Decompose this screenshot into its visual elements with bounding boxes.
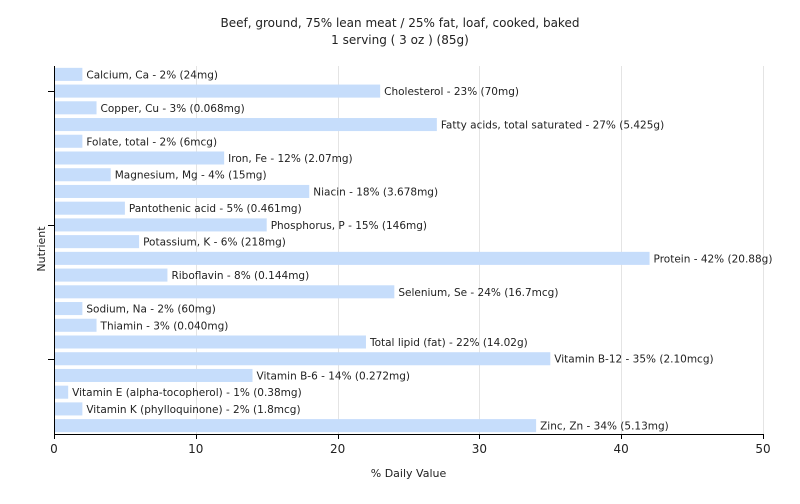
bar-label: Vitamin K (phylloquinone) - 2% (1.8mcg): [86, 404, 300, 416]
bar: [55, 101, 97, 115]
bar-label: Zinc, Zn - 34% (5.13mg): [540, 421, 669, 433]
bar-label: Fatty acids, total saturated - 27% (5.42…: [441, 120, 664, 132]
bar-label: Folate, total - 2% (6mcg): [86, 136, 217, 148]
bar: [55, 335, 366, 349]
bar-label: Thiamin - 3% (0.040mg): [100, 320, 229, 332]
bar-label: Vitamin B-6 - 14% (0.272mg): [257, 370, 411, 382]
x-tick-label: 50: [755, 442, 770, 456]
axes: 0 10 20 30 40 50: [48, 66, 771, 456]
bar: [55, 184, 310, 198]
bar-label: Magnesium, Mg - 4% (15mg): [115, 170, 267, 182]
bar: [55, 302, 83, 316]
x-tick-label: 20: [330, 442, 345, 456]
bar: [55, 419, 537, 433]
bar: [55, 118, 437, 132]
x-tick-label: 40: [614, 442, 629, 456]
bar: [55, 318, 97, 332]
bar: [55, 134, 83, 148]
bar: [55, 268, 168, 282]
bar: [55, 168, 111, 182]
bars: [55, 67, 650, 433]
bar: [55, 368, 253, 382]
x-tick-label: 10: [188, 442, 203, 456]
bar: [55, 352, 551, 366]
bar: [55, 402, 83, 416]
bar-label: Potassium, K - 6% (218mg): [143, 237, 286, 249]
bar-label: Selenium, Se - 24% (16.7mcg): [398, 287, 558, 299]
chart-title: Beef, ground, 75% lean meat / 25% fat, l…: [221, 16, 580, 30]
bar: [55, 151, 225, 165]
bar: [55, 285, 395, 299]
bar-label: Calcium, Ca - 2% (24mg): [86, 69, 218, 81]
bar: [55, 67, 83, 81]
bar-label: Total lipid (fat) - 22% (14.02g): [369, 337, 528, 349]
bar: [55, 201, 125, 215]
bar-label: Cholesterol - 23% (70mg): [384, 86, 519, 98]
x-tick-label: 30: [472, 442, 487, 456]
bar: [55, 84, 381, 98]
y-axis-label: Nutrient: [35, 226, 48, 272]
bar: [55, 251, 650, 265]
bar-label: Iron, Fe - 12% (2.07mg): [228, 153, 352, 165]
bar-label: Sodium, Na - 2% (60mg): [86, 304, 215, 316]
bar: [55, 235, 140, 249]
chart-subtitle: 1 serving ( 3 oz ) (85g): [331, 33, 469, 47]
bar: [55, 218, 267, 232]
x-axis-label: % Daily Value: [371, 467, 447, 480]
bar-label: Niacin - 18% (3.678mg): [313, 186, 438, 198]
bar-label: Pantothenic acid - 5% (0.461mg): [129, 203, 302, 215]
bar-label: Riboflavin - 8% (0.144mg): [171, 270, 309, 282]
bar-labels: Calcium, Ca - 2% (24mg) Cholesterol - 23%…: [72, 69, 772, 432]
bar-label: Copper, Cu - 3% (0.068mg): [101, 103, 245, 115]
bar-label: Vitamin B-12 - 35% (2.10mcg): [554, 354, 713, 366]
bar-label: Vitamin E (alpha-tocopherol) - 1% (0.38m…: [72, 387, 302, 399]
x-tick-label: 0: [50, 442, 58, 456]
bar: [55, 385, 69, 399]
bar-label: Phosphorus, P - 15% (146mg): [271, 220, 427, 232]
bar-label: Protein - 42% (20.88g): [654, 253, 773, 265]
